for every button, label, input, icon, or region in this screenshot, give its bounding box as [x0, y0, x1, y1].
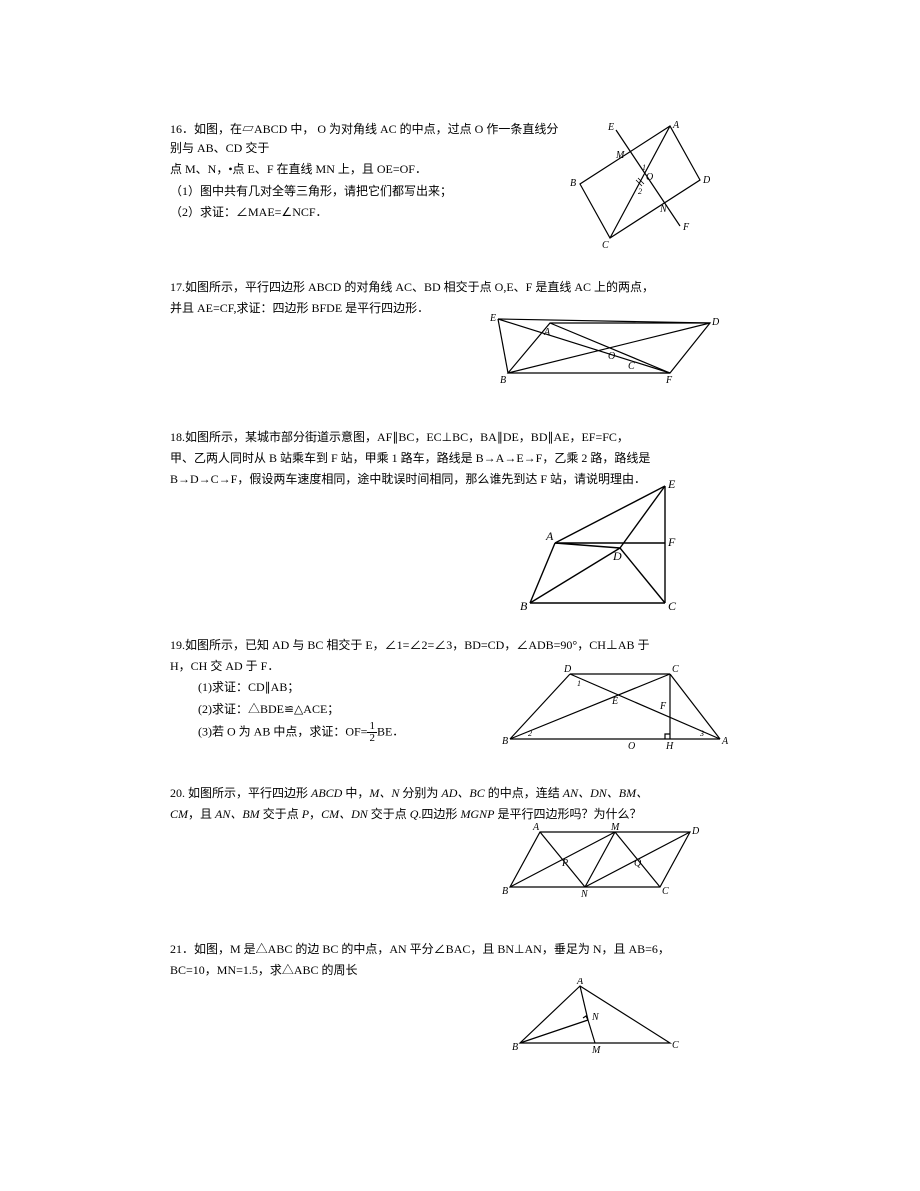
- svg-text:1: 1: [642, 163, 646, 172]
- svg-text:2: 2: [528, 729, 532, 738]
- svg-text:E: E: [611, 696, 618, 707]
- svg-text:D: D: [691, 826, 700, 837]
- svg-text:E: E: [607, 122, 614, 133]
- svg-text:E: E: [667, 478, 676, 491]
- problem-17: 17.如图所示，平行四边形 ABCD 的对角线 AC、BD 相交于点 O,E、F…: [170, 278, 750, 388]
- figure-18: A B C D E F: [510, 478, 690, 618]
- svg-text:N: N: [580, 889, 589, 900]
- svg-text:B: B: [502, 886, 508, 897]
- svg-text:A: A: [672, 120, 680, 131]
- svg-text:A: A: [721, 736, 729, 747]
- svg-text:M: M: [610, 822, 620, 833]
- problem-21-text: 21．如图，M 是△ABC 的边 BC 的中点，AN 平分∠BAC，且 BN⊥A…: [170, 940, 750, 980]
- svg-text:F: F: [665, 375, 673, 386]
- svg-text:1: 1: [577, 679, 581, 688]
- p19-line1: 19.如图所示，已知 AD 与 BC 相交于 E，∠1=∠2=∠3，BD=CD，…: [170, 636, 750, 655]
- svg-text:A: A: [545, 529, 554, 543]
- p16-line2: 点 M、N，•点 E、F 在直线 MN 上，且 OE=OF．: [170, 160, 570, 179]
- figure-21: A B C N M: [510, 978, 680, 1058]
- problem-16-text: 16．如图，在▱ABCD 中， O 为对角线 AC 的中点，过点 O 作一条直线…: [170, 120, 570, 222]
- svg-text:P: P: [561, 858, 568, 869]
- svg-text:A: A: [532, 822, 540, 833]
- p18-line1: 18.如图所示，某城市部分街道示意图，AF∥BC，EC⊥BC，BA∥DE，BD∥…: [170, 428, 750, 447]
- svg-text:O: O: [646, 172, 653, 183]
- figure-16: A B C D E F M N O 1 2: [560, 120, 710, 250]
- p17-line1: 17.如图所示，平行四边形 ABCD 的对角线 AC、BD 相交于点 O,E、F…: [170, 278, 750, 297]
- svg-text:D: D: [563, 664, 572, 675]
- svg-text:B: B: [520, 599, 528, 613]
- svg-text:N: N: [591, 1012, 600, 1023]
- problem-19: 19.如图所示，已知 AD 与 BC 相交于 E，∠1=∠2=∠3，BD=CD，…: [170, 636, 750, 756]
- svg-text:M: M: [615, 150, 625, 161]
- svg-text:Q: Q: [634, 858, 642, 869]
- svg-text:B: B: [502, 736, 508, 747]
- svg-text:N: N: [659, 204, 668, 215]
- svg-text:3: 3: [699, 729, 704, 738]
- problem-20: 20. 如图所示，平行四边形 ABCD 中，M、N 分别为 AD、BC 的中点，…: [170, 784, 750, 904]
- p16-line4: （2）求证：∠MAE=∠NCF．: [170, 203, 570, 222]
- p18-line2: 甲、乙两人同时从 B 站乘车到 F 站，甲乘 1 路车，路线是 B→A→E→F，…: [170, 449, 750, 468]
- p20-line1: 20. 如图所示，平行四边形 ABCD 中，M、N 分别为 AD、BC 的中点，…: [170, 784, 750, 803]
- svg-text:H: H: [665, 741, 674, 752]
- fraction-half: 12: [367, 721, 377, 744]
- p16-line3: （1）图中共有几对全等三角形，请把它们都写出来；: [170, 182, 570, 201]
- svg-text:B: B: [570, 178, 576, 189]
- p21-line1: 21．如图，M 是△ABC 的边 BC 的中点，AN 平分∠BAC，且 BN⊥A…: [170, 940, 750, 959]
- svg-text:2: 2: [638, 187, 642, 196]
- svg-text:C: C: [602, 240, 609, 250]
- svg-text:C: C: [672, 664, 679, 675]
- svg-text:M: M: [591, 1045, 601, 1056]
- problem-16: 16．如图，在▱ABCD 中， O 为对角线 AC 的中点，过点 O 作一条直线…: [170, 120, 750, 250]
- figure-19: D C B A E F H O 1 2 3: [500, 664, 730, 754]
- svg-text:C: C: [628, 361, 635, 372]
- svg-text:D: D: [612, 549, 622, 563]
- svg-text:A: A: [543, 327, 551, 338]
- svg-text:D: D: [711, 317, 720, 328]
- svg-text:E: E: [490, 313, 496, 324]
- svg-text:F: F: [667, 535, 676, 549]
- svg-text:C: C: [672, 1040, 679, 1051]
- svg-text:O: O: [628, 741, 635, 752]
- svg-text:F: F: [659, 701, 667, 712]
- svg-text:O: O: [608, 351, 615, 362]
- svg-text:C: C: [668, 599, 677, 613]
- svg-text:B: B: [500, 375, 506, 386]
- problem-21: 21．如图，M 是△ABC 的边 BC 的中点，AN 平分∠BAC，且 BN⊥A…: [170, 940, 750, 1060]
- svg-text:C: C: [662, 886, 669, 897]
- figure-17: E A D B F O C: [490, 313, 720, 388]
- p16-line1: 16．如图，在▱ABCD 中， O 为对角线 AC 的中点，过点 O 作一条直线…: [170, 120, 570, 158]
- svg-text:F: F: [682, 222, 690, 233]
- svg-text:D: D: [702, 175, 710, 186]
- problem-18: 18.如图所示，某城市部分街道示意图，AF∥BC，EC⊥BC，BA∥DE，BD∥…: [170, 428, 750, 608]
- figure-20: A M D B N C P Q: [500, 822, 700, 902]
- svg-text:A: A: [576, 978, 584, 987]
- problem-20-text: 20. 如图所示，平行四边形 ABCD 中，M、N 分别为 AD、BC 的中点，…: [170, 784, 750, 824]
- svg-text:B: B: [512, 1042, 518, 1053]
